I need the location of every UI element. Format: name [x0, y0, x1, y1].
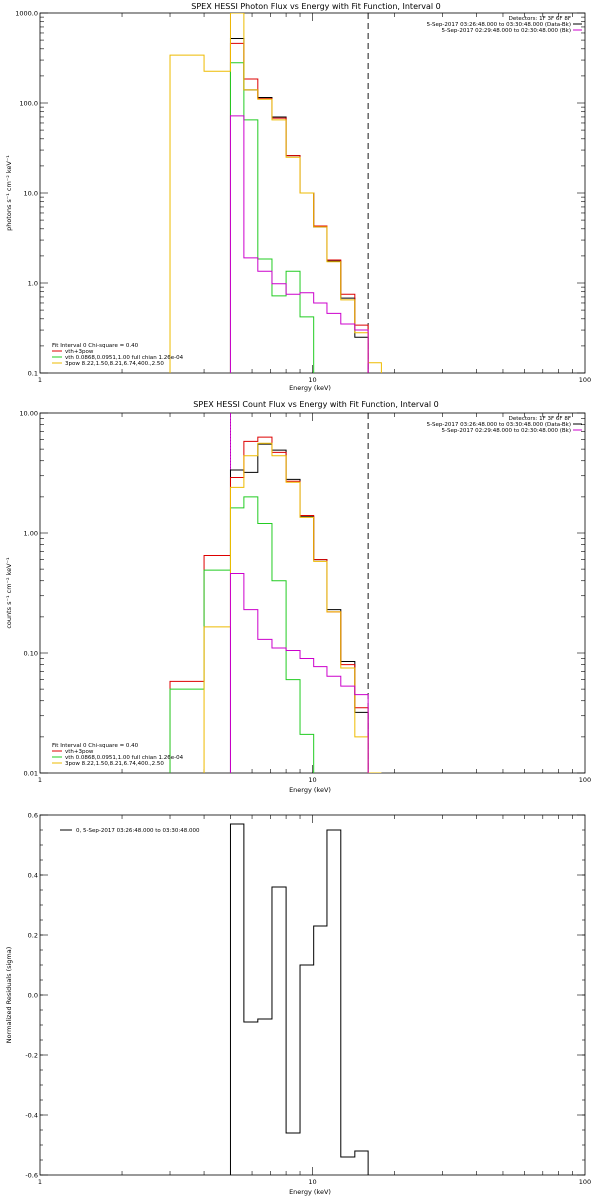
plot-area — [169, 13, 382, 373]
x-tick-label: 1 — [38, 776, 42, 784]
y-tick-label: -0.4 — [25, 1112, 38, 1120]
count-flux-title: SPEX HESSI Count Flux vs Energy with Fit… — [193, 400, 438, 409]
series-green-histogram — [169, 496, 315, 773]
residuals-x-label: Energy (keV) — [289, 1188, 331, 1196]
series-magenta-histogram — [229, 572, 369, 773]
residuals-y-label: Normalized Residuals (sigma) — [5, 947, 13, 1044]
series-yellow-histogram — [169, 13, 382, 373]
detectors-label: Detectors: 1F 3F 6F 8F — [509, 416, 571, 422]
y-tick-label: 0.0 — [28, 992, 38, 1000]
time-range-legend-entry: 5-Sep-2017 03:26:48.000 to 03:30:48.000 … — [427, 22, 571, 28]
y-tick-label: 1000.0 — [15, 10, 38, 18]
plot-area — [229, 823, 369, 1175]
time-range-legend-entry: 5-Sep-2017 02:29:48.000 to 02:30:48.000 … — [442, 28, 572, 34]
y-tick-label: 100.0 — [19, 100, 38, 108]
y-tick-label: -0.2 — [25, 1052, 38, 1060]
photon-flux-x-label: Energy (keV) — [289, 384, 331, 392]
y-tick-label: 1.00 — [24, 530, 38, 538]
residuals-panel: Energy (keV) Normalized Residuals (sigma… — [5, 812, 591, 1197]
count-flux-x-label: Energy (keV) — [289, 786, 331, 794]
y-tick-label: 0.4 — [28, 872, 38, 880]
photon-flux-panel: SPEX HESSI Photon Flux vs Energy with Fi… — [5, 2, 591, 392]
fit-legend-entry: 3pow 8.22,1.50,8.21,6.74,400.,2.50 — [65, 361, 164, 367]
y-tick-label: 0.10 — [24, 650, 38, 658]
count-flux-panel: SPEX HESSI Count Flux vs Energy with Fit… — [5, 400, 591, 794]
y-tick-label: 10.00 — [19, 410, 38, 418]
x-tick-label: 100 — [579, 1178, 591, 1186]
fit-legend-entry: vth+3pow — [65, 349, 94, 355]
series-yellow-histogram — [203, 442, 382, 773]
series-residual-histogram — [229, 823, 369, 1175]
x-tick-label: 1 — [38, 376, 42, 384]
x-tick-label: 100 — [579, 776, 591, 784]
fit-legend-entry: vth+3pow — [65, 749, 94, 755]
y-tick-label: 0.6 — [28, 812, 38, 820]
fit-interval-legend-header: Fit Interval 0 Chi-square = 0.40 — [52, 343, 139, 349]
photon-flux-y-label: photons s⁻¹ cm⁻² keV⁻¹ — [5, 155, 13, 231]
x-tick-label: 10 — [308, 1178, 316, 1186]
y-tick-label: 0.1 — [28, 370, 38, 378]
x-tick-label: 10 — [308, 376, 316, 384]
photon-flux-title: SPEX HESSI Photon Flux vs Energy with Fi… — [191, 2, 441, 11]
fit-legend-entry: 3pow 8.22,1.50,8.21,6.74,400.,2.50 — [65, 761, 164, 767]
y-tick-label: 0.2 — [28, 932, 38, 940]
time-range-legend-entry: 5-Sep-2017 03:26:48.000 to 03:30:48.000 … — [427, 422, 571, 428]
series-magenta-histogram — [229, 115, 369, 373]
fit-interval-legend-header: Fit Interval 0 Chi-square = 0.40 — [52, 743, 139, 749]
x-tick-label: 10 — [308, 776, 316, 784]
plot-area — [169, 413, 382, 773]
count-flux-y-label: counts s⁻¹ cm⁻² keV⁻¹ — [5, 557, 13, 629]
y-tick-label: 0.01 — [24, 770, 38, 778]
detectors-label: Detectors: 1F 3F 6F 8F — [509, 16, 571, 22]
x-tick-label: 1 — [38, 1178, 42, 1186]
y-tick-label: -0.6 — [25, 1172, 38, 1180]
fit-legend-entry: vth 0.0868,0.0951,1.00 full chian 1.26e-… — [65, 355, 184, 361]
residual-legend-entry: 0, 5-Sep-2017 03:26:48.000 to 03:30:48.0… — [76, 828, 200, 834]
time-range-legend-entry: 5-Sep-2017 02:29:48.000 to 02:30:48.000 … — [442, 428, 572, 434]
fit-legend-entry: vth 0.0868,0.0951,1.00 full chian 1.26e-… — [65, 755, 184, 761]
x-tick-label: 100 — [579, 376, 591, 384]
y-tick-label: 1.0 — [28, 280, 38, 288]
y-tick-label: 10.0 — [24, 190, 38, 198]
